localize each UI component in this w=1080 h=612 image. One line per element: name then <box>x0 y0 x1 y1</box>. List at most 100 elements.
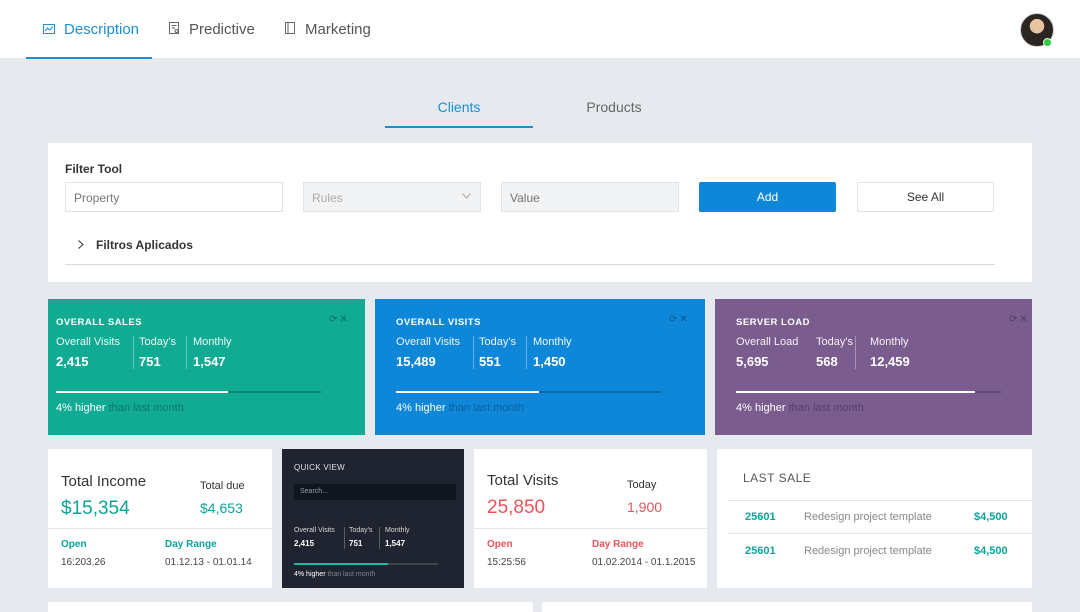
today-label: Today <box>627 479 657 491</box>
divider <box>48 528 272 529</box>
refresh-icon[interactable]: ⟳ <box>329 314 340 325</box>
divider <box>65 264 995 265</box>
open-label: Open <box>61 539 87 550</box>
close-icon[interactable]: ✕ <box>679 314 690 325</box>
stat-label: Today's <box>349 527 373 534</box>
comparison-note: 4% higher than last month <box>294 571 375 578</box>
bookmark-icon <box>283 22 297 37</box>
quick-search-input[interactable]: Search... <box>294 484 456 500</box>
note-highlight: 4% higher <box>736 402 786 414</box>
stat-value: 751 <box>349 539 363 548</box>
stat-col: Monthly 1,547 <box>193 336 232 369</box>
total-visits-card: Total Visits 25,850 Today 1,900 Open 15:… <box>474 449 707 588</box>
stat-label: Overall Visits <box>56 336 120 348</box>
filter-title: Filter Tool <box>65 162 123 176</box>
stat-value: 2,415 <box>56 354 89 369</box>
comparison-note: 4% higher than last month <box>56 402 184 414</box>
property-field[interactable] <box>65 182 283 212</box>
rules-select[interactable]: Rules <box>303 182 481 212</box>
note-highlight: 4% higher <box>396 402 446 414</box>
stat-value: 568 <box>816 354 838 369</box>
stat-col: Today's 751 <box>139 336 176 369</box>
online-status-icon <box>1043 38 1052 47</box>
overall-visits-card: OVERALL VISITS ⟳✕ Overall Visits 15,489 … <box>375 299 705 435</box>
tab-description[interactable]: Description <box>42 0 139 59</box>
divider <box>855 336 856 369</box>
stat-label: Overall Visits <box>396 336 460 348</box>
stat-label: Overall Visits <box>294 527 335 534</box>
progress-track <box>294 563 438 565</box>
see-all-button[interactable]: See All <box>857 182 994 212</box>
total-due-amount: $4,653 <box>200 500 243 516</box>
divider <box>473 336 474 369</box>
progress-track <box>736 391 1001 393</box>
stat-label: Monthly <box>385 527 410 534</box>
stat-col: Today's 751 <box>349 527 373 548</box>
subtab-clients[interactable]: Clients <box>437 99 481 115</box>
top-navbar: Description Predictive Marketing <box>0 0 1080 59</box>
total-income-card: Total Income $15,354 Total due $4,653 Op… <box>48 449 272 588</box>
divider <box>186 336 187 369</box>
tab-predictive-label: Predictive <box>189 21 255 38</box>
card-controls: ⟳✕ <box>669 314 690 325</box>
add-button[interactable]: Add <box>699 182 836 212</box>
overall-sales-card: OVERALL SALES ⟳✕ Overall Visits 2,415 To… <box>48 299 365 435</box>
partial-card <box>48 602 533 612</box>
stat-value: 1,450 <box>533 354 566 369</box>
open-value: 16:203.26 <box>61 557 106 568</box>
day-range-label: Day Range <box>165 539 217 550</box>
value-field[interactable] <box>501 182 679 212</box>
stat-value: 551 <box>479 354 501 369</box>
progress-fill <box>56 391 229 393</box>
visits-amount: 25,850 <box>487 497 546 518</box>
divider <box>526 336 527 369</box>
value-input[interactable] <box>510 191 670 205</box>
property-input[interactable] <box>74 191 274 205</box>
stat-col: Overall Load 5,695 <box>736 336 798 369</box>
tab-marketing[interactable]: Marketing <box>283 0 371 59</box>
open-label: Open <box>487 539 513 550</box>
sale-description: Redesign project template <box>804 545 932 557</box>
active-tab-indicator <box>26 57 152 59</box>
close-icon[interactable]: ✕ <box>1019 314 1030 325</box>
card-title: SERVER LOAD <box>736 317 810 328</box>
stat-col: Overall Visits 2,415 <box>294 527 335 548</box>
income-amount: $15,354 <box>61 498 130 519</box>
last-sale-card: LAST SALE 25601 Redesign project templat… <box>717 449 1032 588</box>
filter-panel: Filter Tool Rules Add See All Filtros Ap… <box>48 143 1032 282</box>
applied-filters-toggle[interactable]: Filtros Aplicados <box>78 238 193 252</box>
stat-label: Monthly <box>533 336 572 348</box>
note-text: than last month <box>327 571 376 578</box>
progress-track <box>56 391 321 393</box>
divider <box>474 528 707 529</box>
income-title: Total Income <box>61 473 147 490</box>
note-text: than last month <box>788 402 864 414</box>
tab-marketing-label: Marketing <box>305 21 371 38</box>
stat-value: 1,547 <box>193 354 226 369</box>
stat-label: Monthly <box>870 336 909 348</box>
quick-view-card: QUICK VIEW Search... Overall Visits 2,41… <box>282 449 464 588</box>
server-load-card: SERVER LOAD ⟳✕ Overall Load 5,695 Today'… <box>715 299 1032 435</box>
open-value: 15:25:56 <box>487 557 526 568</box>
stat-value: 751 <box>139 354 161 369</box>
stat-label: Today's <box>479 336 516 348</box>
subtab-active-indicator <box>385 126 533 128</box>
stat-value: 15,489 <box>396 354 436 369</box>
last-sale-title: LAST SALE <box>743 471 812 485</box>
refresh-icon[interactable]: ⟳ <box>669 314 680 325</box>
stat-col: Overall Visits 2,415 <box>56 336 120 369</box>
subtab-products[interactable]: Products <box>586 99 642 115</box>
tab-predictive[interactable]: Predictive <box>167 0 255 59</box>
note-text: than last month <box>448 402 524 414</box>
chevron-down-icon <box>462 191 471 202</box>
refresh-icon[interactable]: ⟳ <box>1009 314 1020 325</box>
close-icon[interactable]: ✕ <box>339 314 350 325</box>
stat-col: Monthly 12,459 <box>870 336 910 369</box>
quick-view-title: QUICK VIEW <box>294 463 346 472</box>
card-title: OVERALL VISITS <box>396 317 481 328</box>
stat-label: Overall Load <box>736 336 799 348</box>
day-range-label: Day Range <box>592 539 644 550</box>
sale-amount: $4,500 <box>974 511 1008 523</box>
stat-col: Today's 568 <box>816 336 853 369</box>
stat-label: Monthly <box>193 336 232 348</box>
